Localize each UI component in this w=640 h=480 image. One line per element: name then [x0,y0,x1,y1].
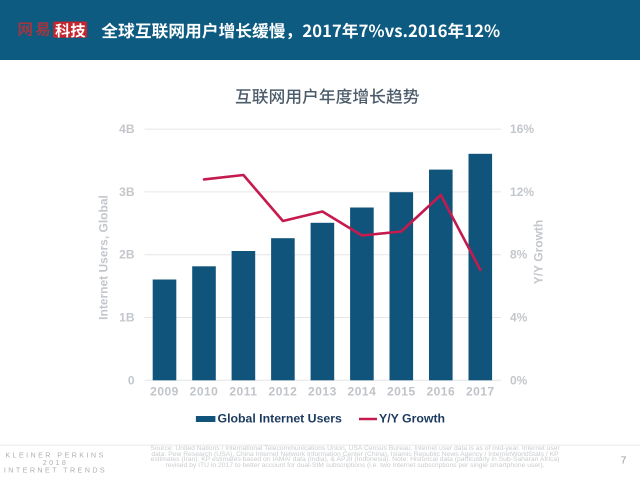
svg-text:2015: 2015 [387,385,416,399]
svg-text:2009: 2009 [150,385,179,399]
svg-text:2010: 2010 [190,385,219,399]
svg-text:Y/Y Growth: Y/Y Growth [532,220,546,284]
svg-text:0%: 0% [510,373,528,387]
svg-text:2012: 2012 [269,385,298,399]
svg-text:KLEINER PERKINS: KLEINER PERKINS [5,451,105,460]
svg-text:2011: 2011 [229,385,257,399]
svg-text:8%: 8% [510,248,528,262]
svg-text:Global Internet Users: Global Internet Users [218,411,343,425]
svg-text:Internet Users, Global: Internet Users, Global [97,195,111,320]
svg-text:2017: 2017 [466,385,495,399]
svg-text:2016: 2016 [426,385,455,399]
svg-text:3B: 3B [119,185,135,199]
svg-text:2B: 2B [119,248,135,262]
svg-text:2014: 2014 [348,385,377,399]
svg-text:16%: 16% [510,122,534,136]
svg-text:INTERNET TRENDS: INTERNET TRENDS [4,466,107,475]
svg-text:2018: 2018 [43,458,69,467]
svg-text:2013: 2013 [308,385,337,399]
svg-text:7: 7 [621,455,627,467]
svg-text:1B: 1B [119,311,135,325]
svg-text:0: 0 [128,373,135,387]
svg-text:4%: 4% [510,311,528,325]
svg-text:12%: 12% [510,185,534,199]
svg-text:4B: 4B [119,122,135,136]
svg-text:Y/Y Growth: Y/Y Growth [379,411,445,425]
